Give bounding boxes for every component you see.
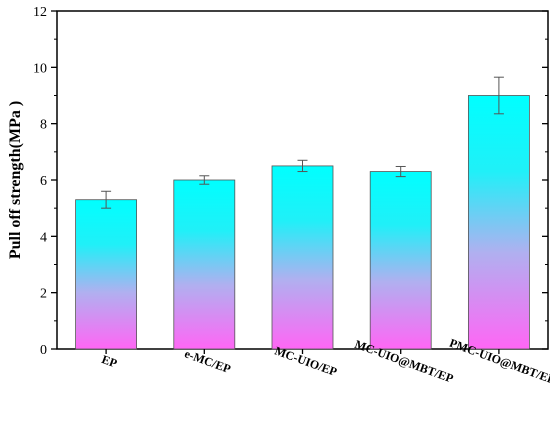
y-axis-title: Pull off strength(MPa ) bbox=[7, 101, 24, 259]
x-tick-label: EP bbox=[100, 352, 119, 370]
y-tick-label: 0 bbox=[40, 343, 47, 358]
bar bbox=[369, 171, 432, 350]
bar bbox=[173, 179, 236, 350]
y-tick-label: 12 bbox=[33, 5, 47, 20]
y-tick-label: 10 bbox=[33, 61, 47, 76]
bar bbox=[271, 165, 334, 350]
bar bbox=[467, 95, 530, 350]
y-tick-label: 4 bbox=[40, 230, 47, 245]
y-tick-label: 6 bbox=[40, 174, 47, 189]
y-tick-label: 2 bbox=[40, 287, 47, 302]
x-tick-label: e-MC/EP bbox=[183, 346, 233, 376]
bar bbox=[75, 199, 137, 350]
y-tick-label: 8 bbox=[40, 118, 47, 133]
